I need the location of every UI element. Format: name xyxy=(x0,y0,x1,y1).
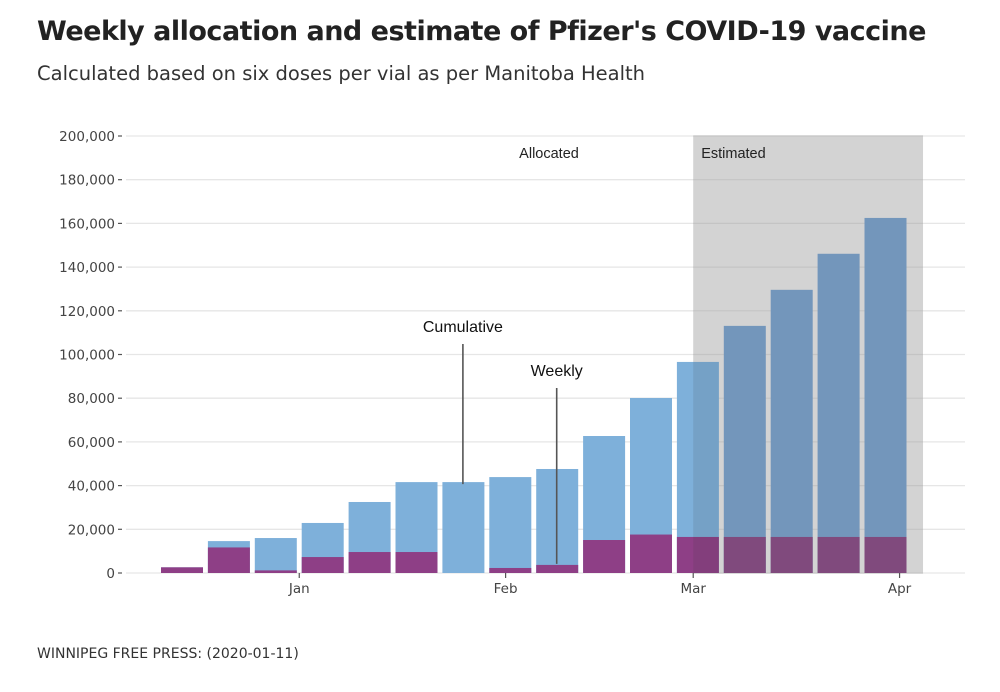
bar-weekly xyxy=(536,564,579,573)
bar-weekly xyxy=(583,540,626,573)
x-tick-label: Feb xyxy=(494,581,518,597)
bar-weekly xyxy=(676,536,719,573)
bar-weekly xyxy=(723,536,766,573)
y-tick-label: 120,000 xyxy=(59,304,115,320)
bar-weekly xyxy=(817,536,860,573)
y-tick-label: 0 xyxy=(106,566,115,582)
bar-cumulative xyxy=(442,482,485,573)
y-tick-label: 20,000 xyxy=(68,522,115,538)
bar-overlay-shade xyxy=(693,361,719,573)
bar-cumulative xyxy=(489,477,532,573)
chart-title: Weekly allocation and estimate of Pfizer… xyxy=(37,16,926,47)
bar-weekly xyxy=(630,534,672,573)
source-credit: WINNIPEG FREE PRESS: (2020-01-11) xyxy=(37,646,299,662)
region-label-estimated: Estimated xyxy=(701,146,765,162)
y-tick-label: 140,000 xyxy=(59,260,115,276)
x-tick-label: Apr xyxy=(888,581,912,597)
bar-cumulative xyxy=(254,538,297,573)
y-tick-label: 180,000 xyxy=(59,173,115,189)
bar-weekly xyxy=(161,567,203,573)
bar-cumulative xyxy=(723,325,766,573)
bar-weekly xyxy=(301,557,344,573)
x-tick-label: Mar xyxy=(680,581,706,597)
annotation-cumulative-label: Cumulative xyxy=(423,319,503,336)
bar-weekly xyxy=(770,536,813,573)
y-tick-label: 80,000 xyxy=(68,391,115,407)
x-tick-label: Jan xyxy=(288,581,310,597)
bar-weekly xyxy=(254,570,297,573)
bar-cumulative xyxy=(817,253,860,574)
bar-weekly xyxy=(348,552,391,573)
bar-cumulative xyxy=(864,217,907,573)
chart-subtitle: Calculated based on six doses per vial a… xyxy=(37,62,646,85)
annotation-weekly-label: Weekly xyxy=(531,363,583,380)
bar-weekly xyxy=(489,567,532,573)
bar-weekly xyxy=(395,552,438,573)
region-label-allocated: Allocated xyxy=(519,146,579,162)
bar-weekly xyxy=(207,547,250,573)
y-tick-label: 100,000 xyxy=(59,348,115,364)
y-tick-label: 160,000 xyxy=(59,216,115,232)
y-tick-label: 60,000 xyxy=(68,435,115,451)
axes: 0 20,000 40,000 60,000 80,000 100,000 120,000 1… xyxy=(59,129,912,597)
y-tick-label: 40,000 xyxy=(68,479,115,495)
bar-cumulative xyxy=(770,289,813,573)
annotations: Allocated Estimated Cumulative Weekly xyxy=(423,146,766,564)
y-tick-label: 200,000 xyxy=(59,129,115,145)
bar-weekly xyxy=(864,536,907,573)
bars xyxy=(161,217,907,574)
